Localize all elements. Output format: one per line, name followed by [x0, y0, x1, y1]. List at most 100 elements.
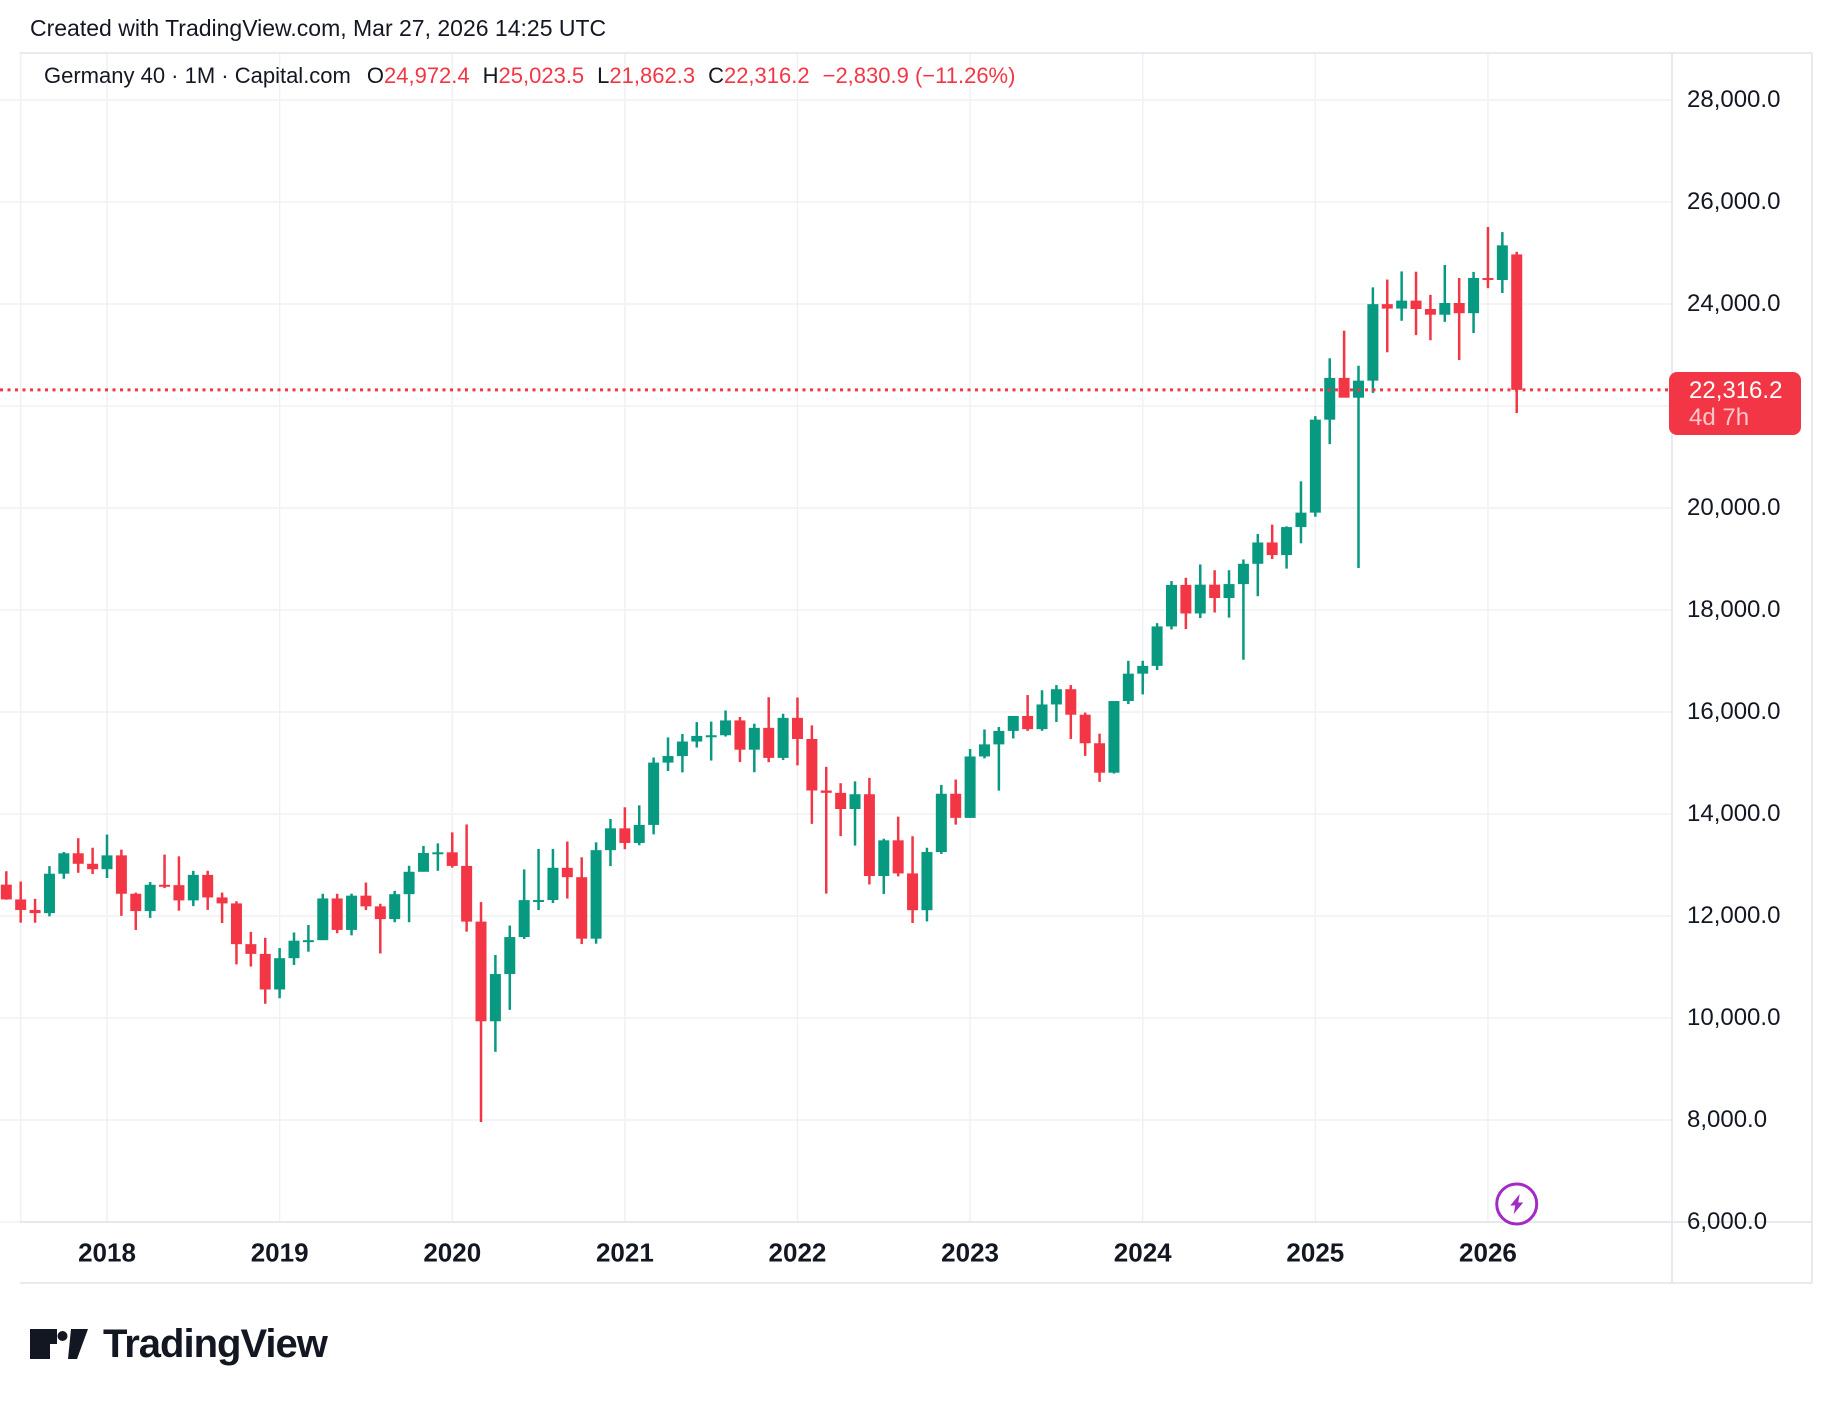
candle-2023-07[interactable] [1050, 685, 1062, 722]
symbol-legend[interactable]: Germany 40 · 1M · Capital.com O24,972.4 H2… [44, 63, 1015, 89]
candle-2022-05[interactable] [849, 781, 861, 846]
candle-2025-03[interactable] [1338, 330, 1350, 398]
candle-2019-07[interactable] [360, 882, 372, 911]
candle-2026-01[interactable] [1482, 226, 1494, 289]
candle-2021-01[interactable] [619, 807, 631, 850]
candle-2024-09[interactable] [1252, 533, 1264, 597]
candle-2021-03[interactable] [648, 757, 660, 835]
candle-2022-10[interactable] [921, 847, 933, 922]
candle-2020-03[interactable] [475, 902, 487, 1123]
candle-2018-09[interactable] [216, 892, 228, 924]
candle-2025-10[interactable] [1439, 264, 1451, 322]
candle-2025-06[interactable] [1381, 279, 1393, 353]
candle-2024-05[interactable] [1194, 564, 1206, 619]
candle-2018-05[interactable] [159, 854, 171, 889]
candle-2025-02[interactable] [1324, 358, 1336, 445]
candle-2020-02[interactable] [461, 824, 473, 932]
candle-2017-10[interactable] [58, 851, 70, 879]
candle-2024-01[interactable] [1137, 660, 1149, 695]
candle-2019-06[interactable] [346, 893, 358, 936]
candle-2024-10[interactable] [1266, 524, 1278, 559]
candle-2025-05[interactable] [1367, 287, 1379, 393]
candle-2020-09[interactable] [561, 841, 573, 899]
candle-2022-01[interactable] [791, 697, 803, 766]
candle-2018-07[interactable] [187, 870, 199, 907]
candle-2020-06[interactable] [518, 869, 530, 939]
candle-2019-08[interactable] [374, 903, 386, 954]
candle-2020-01[interactable] [446, 832, 458, 868]
candle-2018-08[interactable] [202, 870, 214, 910]
candle-2022-04[interactable] [835, 783, 847, 837]
candle-2021-06[interactable] [691, 722, 703, 748]
candle-2018-06[interactable] [173, 856, 185, 911]
candle-2025-12[interactable] [1468, 271, 1480, 334]
candle-2022-02[interactable] [806, 725, 818, 824]
candle-2021-08[interactable] [720, 710, 732, 737]
candle-2019-09[interactable] [389, 890, 401, 923]
candle-2023-11[interactable] [1108, 701, 1120, 774]
candle-2026-02[interactable] [1496, 232, 1508, 293]
candle-2018-02[interactable] [115, 849, 127, 916]
candle-2025-08[interactable] [1410, 271, 1422, 336]
candle-2025-11[interactable] [1453, 277, 1465, 361]
candle-2019-11[interactable] [417, 845, 429, 872]
candle-2021-05[interactable] [676, 734, 688, 773]
candle-2021-04[interactable] [662, 737, 674, 771]
candle-2017-09[interactable] [43, 866, 55, 917]
candle-2023-10[interactable] [1094, 733, 1106, 782]
candle-2018-01[interactable] [101, 834, 113, 879]
candle-2019-05[interactable] [331, 893, 343, 934]
candle-2017-06[interactable] [0, 871, 12, 900]
time-axis[interactable]: 2018 2019 2020 2021 2022 2023 2024 2025 2026 [0, 1222, 1672, 1283]
candle-2024-03[interactable] [1165, 581, 1177, 630]
candle-2026-03[interactable] [1511, 251, 1523, 414]
candle-2023-04[interactable] [1007, 715, 1019, 739]
candle-2019-10[interactable] [403, 865, 415, 923]
candle-2022-03[interactable] [820, 766, 832, 894]
candle-2020-07[interactable] [533, 848, 545, 911]
candle-2024-06[interactable] [1209, 570, 1221, 613]
candle-2017-12[interactable] [87, 847, 99, 875]
candle-2021-10[interactable] [748, 723, 760, 773]
candle-2017-11[interactable] [72, 838, 84, 873]
candle-2023-08[interactable] [1065, 685, 1077, 740]
candle-2023-09[interactable] [1079, 712, 1091, 756]
candle-2023-02[interactable] [978, 729, 990, 759]
candle-2023-01[interactable] [964, 748, 976, 818]
candle-2024-04[interactable] [1180, 577, 1192, 630]
candle-2018-11[interactable] [245, 931, 257, 967]
candle-2020-04[interactable] [489, 955, 501, 1052]
candle-2024-08[interactable] [1237, 559, 1249, 660]
candle-2025-04[interactable] [1352, 365, 1364, 569]
candle-2024-11[interactable] [1281, 526, 1293, 569]
candle-2019-01[interactable] [274, 948, 286, 999]
candle-2018-12[interactable] [259, 937, 271, 1004]
candle-2020-08[interactable] [547, 848, 559, 904]
candle-2017-08[interactable] [29, 898, 41, 923]
candle-2019-12[interactable] [432, 843, 444, 871]
candle-2023-12[interactable] [1122, 660, 1134, 705]
candle-2021-02[interactable] [633, 805, 645, 846]
candle-2021-12[interactable] [777, 713, 789, 760]
candle-2019-02[interactable] [288, 932, 300, 965]
candle-2023-05[interactable] [1022, 695, 1034, 731]
events-lightning-icon[interactable] [1495, 1182, 1539, 1226]
candle-2018-03[interactable] [130, 892, 142, 930]
candle-2024-12[interactable] [1295, 481, 1307, 544]
candle-2022-06[interactable] [863, 777, 875, 885]
candle-2025-07[interactable] [1396, 271, 1408, 321]
candle-2025-09[interactable] [1424, 294, 1436, 341]
candle-2023-03[interactable] [993, 726, 1005, 791]
candle-2021-11[interactable] [763, 697, 775, 763]
candle-2022-08[interactable] [892, 816, 904, 877]
candle-2021-07[interactable] [705, 721, 717, 761]
candle-2022-09[interactable] [907, 836, 919, 924]
candle-2022-11[interactable] [935, 784, 947, 854]
candle-2022-12[interactable] [950, 779, 962, 825]
candle-2017-07[interactable] [15, 881, 27, 923]
candles-group[interactable] [0, 226, 1523, 1123]
candle-2020-10[interactable] [576, 857, 588, 945]
candle-2021-09[interactable] [734, 716, 746, 763]
candle-2019-03[interactable] [302, 925, 314, 952]
